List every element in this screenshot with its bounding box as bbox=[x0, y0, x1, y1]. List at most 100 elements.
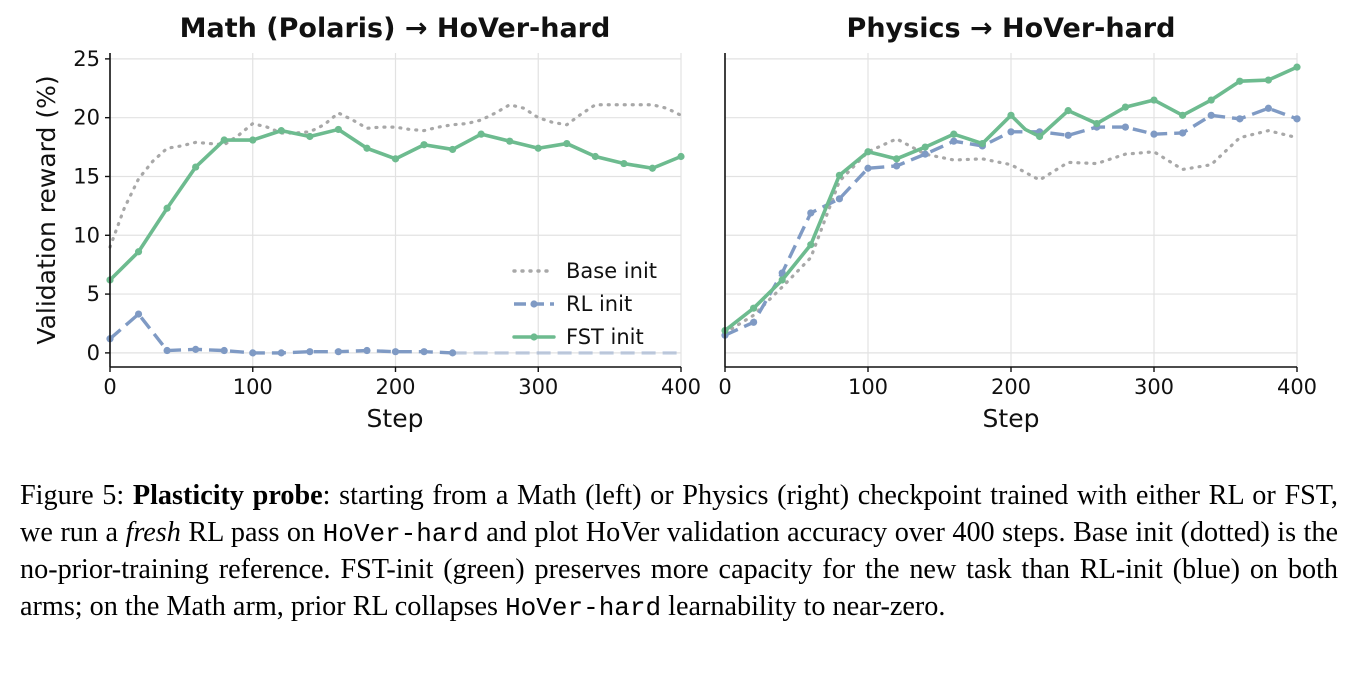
physics-fst-init-point bbox=[1007, 111, 1015, 119]
physics-rl-init-point bbox=[1207, 111, 1215, 119]
caption-figure-number: Figure 5: bbox=[20, 480, 133, 511]
math-fst-init-point bbox=[134, 248, 143, 256]
physics-rl-init-point bbox=[950, 137, 958, 145]
physics-rl-init-point bbox=[1121, 123, 1129, 131]
math-y-tick-label: 25 bbox=[73, 47, 100, 71]
math-rl-init-point bbox=[249, 349, 257, 357]
physics-x-tick-label: 100 bbox=[848, 375, 888, 399]
math-rl-init-point bbox=[363, 346, 371, 355]
math-panel: Math (Polaris) → HoVer-hard 0 100 200 300 40… bbox=[32, 13, 701, 433]
y-axis-label: Validation reward (%) bbox=[32, 75, 61, 344]
figure: Math (Polaris) → HoVer-hard 0 100 200 300 40… bbox=[32, 13, 1317, 433]
physics-rl-init-point bbox=[1179, 129, 1187, 137]
math-fst-init-point bbox=[334, 125, 342, 134]
math-panel-title: Math (Polaris) → HoVer-hard bbox=[180, 13, 611, 44]
math-rl-init-point bbox=[449, 349, 457, 357]
math-y-tick-label: 0 bbox=[87, 341, 100, 365]
math-rl-init-point bbox=[306, 348, 314, 356]
math-x-tick-label: 0 bbox=[103, 375, 116, 399]
caption-emphasis: fresh bbox=[125, 516, 181, 548]
physics-x-tick-label: 400 bbox=[1277, 375, 1317, 399]
caption-text-3: and plot HoVer validation accuracy over … bbox=[20, 516, 1338, 622]
physics-fst-init-point bbox=[835, 171, 844, 179]
physics-ticks: 0 100 200 300 400 bbox=[718, 367, 1317, 399]
physics-panel-title: Physics → HoVer-hard bbox=[847, 13, 1176, 44]
physics-grid bbox=[724, 53, 1298, 367]
math-y-tick-label: 5 bbox=[87, 282, 100, 306]
physics-fst-init-point bbox=[1093, 119, 1101, 128]
physics-fst-init-point bbox=[864, 148, 872, 156]
math-rl-init-point bbox=[163, 346, 171, 355]
math-fst-init-point bbox=[648, 164, 657, 172]
physics-fst-init-point bbox=[807, 241, 815, 249]
math-grid bbox=[109, 53, 682, 367]
math-fst-init-point bbox=[363, 144, 371, 152]
figure-caption: Figure 5: Plasticity probe: starting fro… bbox=[20, 478, 1338, 626]
caption-text-2: RL pass on bbox=[180, 516, 323, 548]
math-series-group bbox=[106, 103, 685, 357]
legend-fst-label: FST init bbox=[566, 325, 644, 349]
math-rl-init-line bbox=[108, 312, 453, 355]
math-fst-init-point bbox=[420, 141, 428, 149]
math-rl-init-point bbox=[334, 348, 342, 356]
math-x-tick-label: 200 bbox=[375, 375, 415, 399]
physics-fst-init-point bbox=[1179, 111, 1187, 119]
physics-x-tick-label: 300 bbox=[1134, 375, 1174, 399]
math-fst-init-point bbox=[163, 204, 171, 212]
math-fst-init-point bbox=[306, 132, 314, 141]
caption-text-1: : starting from a Math (left) or Physics… bbox=[20, 480, 1338, 548]
math-fst-init-point bbox=[220, 136, 228, 144]
physics-rl-init-point bbox=[778, 269, 786, 277]
math-rl-init-point bbox=[220, 346, 228, 355]
math-rl-init-point bbox=[277, 349, 285, 357]
math-rl-init-point bbox=[420, 348, 428, 356]
legend-rl-label: RL init bbox=[566, 292, 632, 316]
physics-series-group bbox=[721, 63, 1301, 339]
math-x-tick-label: 100 bbox=[233, 375, 273, 399]
math-x-tick-label: 300 bbox=[518, 375, 558, 399]
legend: Base init RL init FST init bbox=[512, 259, 657, 349]
math-fst-init-point bbox=[477, 130, 485, 138]
legend-base-label: Base init bbox=[566, 259, 657, 283]
math-fst-init-point bbox=[620, 159, 628, 168]
physics-rl-init-point bbox=[1236, 115, 1244, 123]
physics-fst-init-point bbox=[1236, 77, 1244, 85]
caption-lead: Plasticity probe bbox=[132, 480, 323, 511]
math-base-init-line bbox=[108, 103, 683, 249]
math-ticks: 0 100 200 300 400 0 5 10 15 20 25 bbox=[73, 47, 701, 399]
physics-fst-init-point bbox=[978, 139, 987, 148]
physics-rl-init-point bbox=[1007, 128, 1015, 136]
physics-rl-init-point bbox=[807, 209, 815, 217]
math-rl-init-point bbox=[192, 345, 200, 353]
physics-x-axis-label: Step bbox=[983, 404, 1040, 433]
math-x-tick-label: 400 bbox=[661, 375, 701, 399]
math-fst-init-point bbox=[449, 145, 457, 154]
physics-fst-init-point bbox=[1150, 96, 1158, 104]
math-rl-init-point bbox=[391, 348, 400, 356]
physics-fst-init-point bbox=[750, 304, 758, 312]
physics-rl-init-point bbox=[1264, 104, 1272, 112]
physics-fst-init-point bbox=[1121, 103, 1129, 111]
math-fst-init-point bbox=[534, 144, 542, 152]
math-fst-init-point bbox=[563, 139, 571, 148]
physics-rl-init-point bbox=[835, 195, 844, 203]
physics-fst-init-point bbox=[1264, 76, 1272, 84]
math-y-tick-label: 15 bbox=[73, 164, 100, 188]
caption-code-hover-hard: HoVer-hard bbox=[322, 518, 479, 549]
physics-fst-init-point bbox=[893, 155, 901, 163]
math-rl-init-point bbox=[134, 310, 143, 318]
physics-fst-init-point bbox=[1064, 107, 1072, 115]
physics-x-tick-label: 200 bbox=[991, 375, 1031, 399]
math-y-tick-label: 10 bbox=[73, 223, 100, 247]
physics-fst-init-point bbox=[778, 276, 786, 284]
physics-rl-init-point bbox=[921, 150, 929, 158]
physics-fst-init-point bbox=[921, 143, 929, 151]
physics-fst-init-point bbox=[1293, 63, 1301, 71]
math-fst-init-point bbox=[249, 136, 257, 144]
legend-fst-marker bbox=[530, 333, 538, 341]
physics-panel: Physics → HoVer-hard 0 100 200 300 400 Step bbox=[718, 13, 1317, 433]
physics-rl-init-point bbox=[1293, 115, 1301, 123]
physics-fst-init-point bbox=[1036, 132, 1044, 141]
physics-rl-init-point bbox=[893, 162, 901, 170]
physics-rl-init-point bbox=[864, 164, 872, 172]
